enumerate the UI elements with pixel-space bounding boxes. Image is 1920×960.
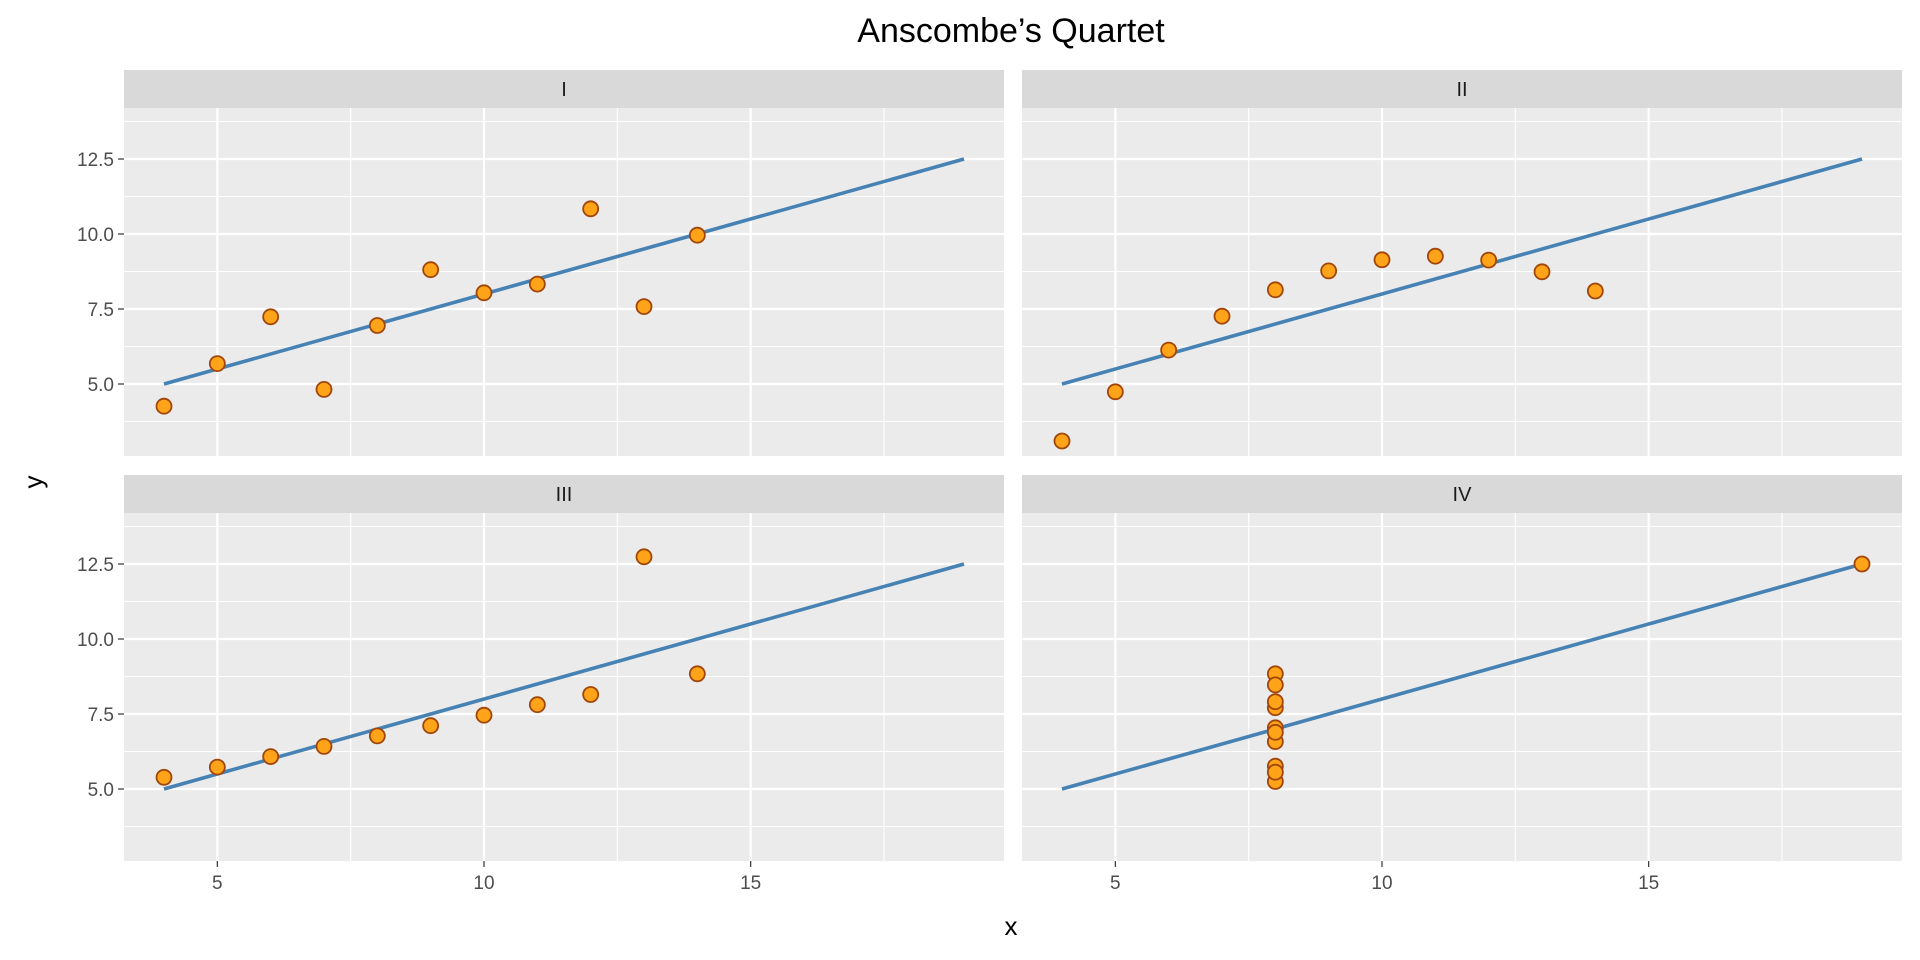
data-point: [688, 665, 706, 683]
data-point: [368, 317, 386, 334]
facet-ii: II: [1022, 70, 1902, 456]
panel-background: [124, 513, 1004, 861]
chart-title: Anscombe’s Quartet: [857, 12, 1165, 50]
data-point: [1320, 262, 1338, 280]
facet-strip: [1022, 475, 1902, 513]
regression-line: [1061, 562, 1863, 791]
x-axis-title: x: [1005, 911, 1018, 941]
y-tick-label: 5.0: [88, 780, 114, 801]
y-tick-label: 7.5: [88, 705, 114, 726]
facet-iii: III: [124, 475, 1004, 861]
x-tick-label: 15: [740, 873, 761, 894]
data-point: [1266, 676, 1284, 694]
data-point: [688, 226, 706, 244]
regression-line: [163, 157, 965, 386]
data-point: [1053, 432, 1071, 450]
data-point: [155, 397, 173, 415]
facet-strip: [124, 70, 1004, 108]
y-tick-label: 10.0: [77, 225, 114, 246]
data-point: [1853, 555, 1871, 573]
data-point: [1213, 307, 1231, 325]
facet-strip: [1022, 70, 1902, 108]
data-point: [1426, 247, 1444, 265]
data-point: [582, 200, 600, 218]
data-point: [1480, 251, 1498, 269]
data-point: [315, 380, 333, 398]
y-tick-label: 12.5: [77, 555, 114, 576]
panel-background: [1022, 108, 1902, 456]
x-tick-label: 15: [1638, 873, 1659, 894]
data-point: [1586, 282, 1604, 300]
data-point: [528, 275, 546, 293]
y-axis-title: y: [18, 476, 48, 489]
facet-strip-label: III: [556, 484, 573, 506]
facet-i: I: [124, 70, 1004, 456]
data-point: [582, 686, 600, 703]
panel-background: [124, 108, 1004, 456]
facet-strip-label: II: [1456, 79, 1467, 101]
facet-strip: [124, 475, 1004, 513]
y-tick-label: 5.0: [88, 375, 114, 396]
data-point: [262, 308, 280, 326]
data-point: [368, 727, 386, 745]
y-axis: 5.0 7.5 10.0 12.5 5.0 7.5 10.0 12.5: [77, 150, 124, 801]
data-point: [422, 717, 440, 735]
data-point: [422, 261, 440, 279]
data-point: [1533, 263, 1551, 281]
data-point: [1106, 383, 1124, 401]
data-point: [1373, 251, 1391, 269]
data-point: [1266, 723, 1284, 741]
data-point: [208, 355, 226, 373]
data-point: [528, 696, 546, 714]
data-point: [1266, 763, 1284, 781]
data-point: [262, 748, 280, 765]
regression-line: [163, 562, 965, 791]
facet-strip-label: IV: [1453, 484, 1473, 506]
regression-line: [1061, 157, 1863, 386]
x-tick-label: 10: [473, 873, 494, 894]
data-point: [635, 298, 653, 316]
x-tick-label: 10: [1371, 873, 1392, 894]
y-tick-label: 10.0: [77, 630, 114, 651]
y-tick-label: 12.5: [77, 150, 114, 171]
data-point: [475, 706, 493, 724]
facet-strip-label: I: [561, 79, 567, 101]
data-point: [475, 284, 493, 302]
data-point: [315, 738, 333, 755]
data-point: [1266, 281, 1284, 299]
data-point: [208, 758, 226, 776]
data-point: [635, 548, 653, 566]
data-point: [1160, 341, 1178, 359]
panel-background: [1022, 513, 1902, 861]
data-point: [155, 768, 173, 786]
facet-iv: IV: [1022, 475, 1902, 861]
data-point: [1266, 693, 1284, 711]
y-tick-label: 7.5: [88, 300, 114, 321]
x-tick-label: 5: [212, 873, 223, 894]
x-axis: 5 10 15 5 10 15: [212, 861, 1659, 894]
x-tick-label: 5: [1110, 873, 1121, 894]
